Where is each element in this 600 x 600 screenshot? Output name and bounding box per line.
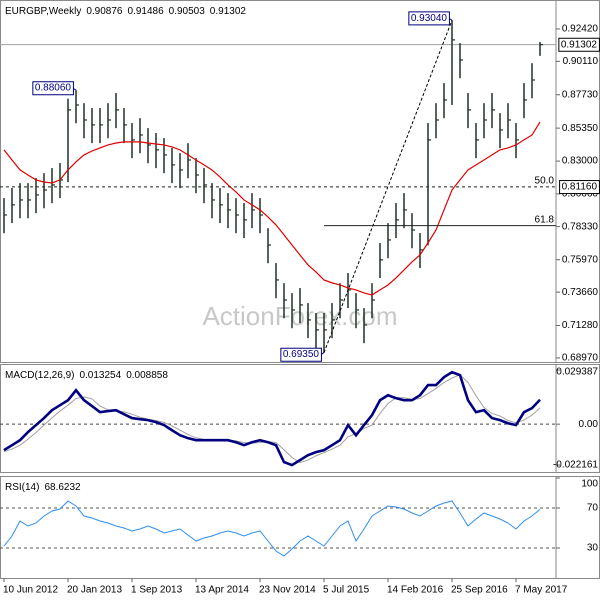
x-tick-label: 20 Jan 2013 xyxy=(67,585,122,596)
x-tick-label: 13 Apr 2014 xyxy=(195,585,249,596)
x-tick-label: 23 Nov 2014 xyxy=(259,585,316,596)
trend-line xyxy=(323,20,453,353)
fib-price-label: 0.81160 xyxy=(559,180,600,195)
panel-header: RSI(14) 68.6232 xyxy=(5,482,81,493)
header-value: 68.6232 xyxy=(44,482,81,493)
header-value: 0.90503 xyxy=(169,6,206,17)
signal-line xyxy=(3,374,541,464)
panel-title: MACD(12,26,9) xyxy=(5,370,74,381)
header-value: 0.008858 xyxy=(126,370,168,381)
y-tick-label: 0.73660 xyxy=(562,287,599,298)
y-tick-label: 0.78330 xyxy=(562,221,599,232)
header-value: 0.013254 xyxy=(79,370,121,381)
y-tick-label: 30 xyxy=(587,543,599,554)
panel-header: MACD(12,26,9) 0.013254 0.008858 xyxy=(5,370,168,381)
header-value: 0.91302 xyxy=(210,6,247,17)
y-tick-label: 0.80660 xyxy=(562,189,599,200)
annotation: 0.69350 xyxy=(280,347,322,362)
y-tick-label: 0.92420 xyxy=(562,24,599,35)
annotation-text: 0.69350 xyxy=(283,349,320,360)
header-value: 0.91486 xyxy=(127,6,164,17)
rsi-line xyxy=(3,500,541,557)
macd-line xyxy=(3,370,541,467)
x-tick-label: 1 Sep 2013 xyxy=(131,585,183,596)
y-tick-label: 0.75970 xyxy=(562,254,599,265)
x-tick-label: 14 Feb 2016 xyxy=(387,585,444,596)
annotation-text: 0.93040 xyxy=(411,13,448,24)
fib-ratio: 50.0 xyxy=(535,176,555,187)
x-tick-label: 10 Jun 2012 xyxy=(3,585,58,596)
x-tick-label: 25 Sep 2016 xyxy=(451,585,508,596)
y-tick-label: 0.71280 xyxy=(562,320,599,331)
current-price-label-box xyxy=(558,37,600,52)
y-tick-label: -0.022161 xyxy=(553,460,598,471)
x-tick-label: 7 May 2017 xyxy=(515,585,568,596)
panel-title: RSI(14) xyxy=(5,482,39,493)
fib-ratio: 61.8 xyxy=(535,214,555,225)
y-tick-label: 0.029387 xyxy=(556,367,598,378)
y-tick-label: 0.68970 xyxy=(562,353,599,364)
fib-price-label-text: 0.81160 xyxy=(562,182,598,193)
header-value: 0.90876 xyxy=(86,6,123,17)
annotation-text: 0.88060 xyxy=(35,83,72,94)
annotation-box xyxy=(280,347,322,362)
annotation-box xyxy=(32,81,74,96)
annotation-box xyxy=(408,11,450,26)
x-tick-label: 5 Jul 2015 xyxy=(323,585,370,596)
moving-average xyxy=(3,121,541,296)
annotation: 0.93040 xyxy=(408,11,450,26)
y-tick-label: 0.85350 xyxy=(562,123,599,134)
annotation: 0.88060 xyxy=(32,81,74,96)
fib-price-label-box xyxy=(559,180,600,195)
y-tick-label: 0.00 xyxy=(579,419,599,430)
y-tick-label: 0.87730 xyxy=(562,89,599,100)
y-tick-label: 0.90110 xyxy=(563,56,599,67)
panel-frame xyxy=(0,476,600,579)
panel-header: EURGBP,Weekly 0.90876 0.91486 0.90503 0.9130… xyxy=(5,6,246,17)
y-tick-label: 100 xyxy=(581,479,598,490)
y-tick-label: 0.83000 xyxy=(562,156,599,167)
current-price-label-text: 0.91302 xyxy=(561,39,598,50)
current-price-label: 0.91302 xyxy=(558,37,600,52)
panel-title: EURGBP,Weekly xyxy=(5,6,81,17)
panel-frame xyxy=(0,364,600,473)
y-tick-label: 70 xyxy=(587,503,599,514)
